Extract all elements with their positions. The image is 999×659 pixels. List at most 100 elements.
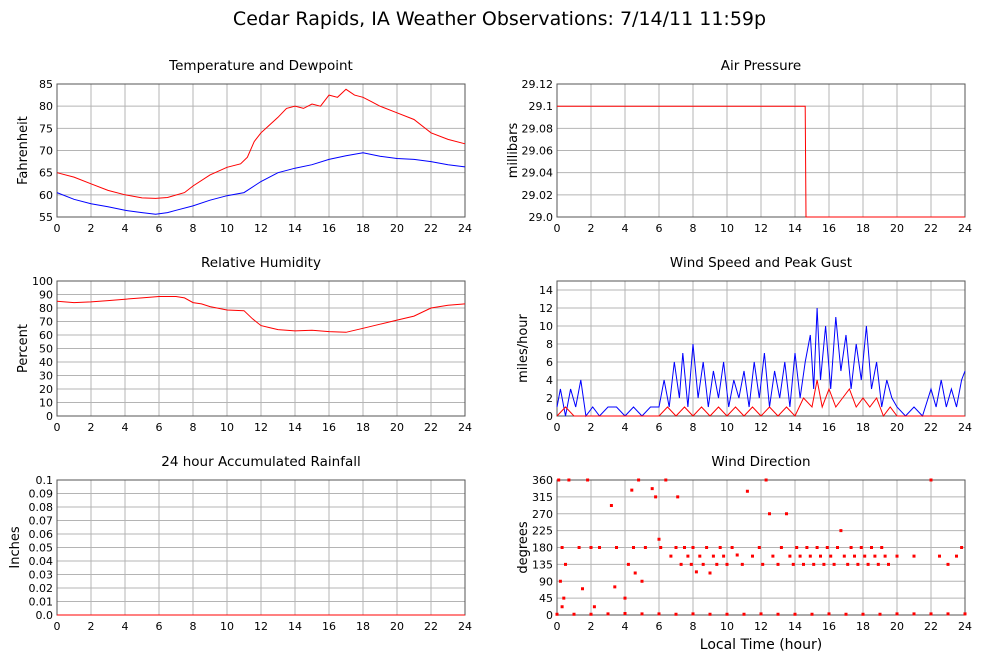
- data-point-wind_dir: [742, 612, 746, 616]
- x-tick-label-temp: 16: [322, 222, 336, 235]
- data-point-wind_dir: [718, 546, 722, 549]
- data-point-wind_dir: [785, 512, 788, 516]
- data-point-wind_dir: [558, 579, 562, 583]
- data-point-wind_dir: [771, 554, 775, 558]
- series-line-humidity-0: [56, 296, 466, 333]
- data-point-wind_dir: [751, 554, 754, 558]
- y-tick-label-pressure: 29.12: [522, 78, 554, 91]
- data-point-wind_dir: [761, 562, 765, 566]
- y-tick-label-rainfall: 0.0: [36, 609, 54, 622]
- data-point-wind_dir: [711, 554, 715, 558]
- data-point-wind_dir: [586, 478, 590, 482]
- y-tick-label-rainfall: 0.06: [29, 528, 54, 541]
- data-point-wind_dir: [788, 554, 792, 558]
- series-line-temp-1: [56, 152, 466, 215]
- x-tick-label-pressure: 16: [822, 222, 836, 235]
- data-point-wind_dir: [606, 612, 610, 616]
- y-tick-label-humidity: 80: [39, 302, 53, 315]
- y-tick-label-pressure: 29.0: [529, 211, 554, 224]
- data-point-wind_dir: [643, 546, 647, 549]
- y-tick-label-wind_dir: 360: [532, 474, 553, 487]
- y-tick-label-wind_speed: 2: [546, 392, 553, 405]
- y-tick-label-wind_speed: 10: [539, 320, 553, 333]
- data-point-wind_dir: [698, 554, 702, 558]
- x-tick-label-wind_speed: 4: [622, 421, 629, 434]
- data-point-wind_dir: [759, 612, 763, 616]
- x-tick-label-humidity: 14: [288, 421, 302, 434]
- data-point-wind_dir: [689, 562, 693, 566]
- data-point-wind_dir: [938, 554, 941, 558]
- x-tick-label-wind_dir: 18: [856, 620, 870, 633]
- y-tick-label-wind_speed: 4: [546, 374, 553, 387]
- data-point-wind_dir: [853, 554, 856, 558]
- data-point-wind_dir: [895, 612, 899, 616]
- x-tick-label-humidity: 16: [322, 421, 336, 434]
- x-tick-label-humidity: 20: [390, 421, 404, 434]
- x-tick-label-temp: 18: [356, 222, 370, 235]
- data-point-wind_dir: [883, 554, 887, 558]
- data-point-wind_dir: [793, 612, 797, 616]
- data-point-wind_dir: [819, 554, 822, 558]
- chart-title-humidity: Relative Humidity: [201, 255, 321, 271]
- y-tick-label-humidity: 20: [39, 383, 53, 396]
- y-tick-label-wind_dir: 270: [532, 508, 553, 521]
- data-point-wind_dir: [963, 612, 967, 616]
- y-tick-label-temp: 65: [39, 167, 53, 180]
- x-tick-label-temp: 12: [254, 222, 268, 235]
- y-tick-label-temp: 85: [39, 78, 53, 91]
- y-tick-label-humidity: 0: [46, 410, 53, 423]
- x-tick-label-wind_speed: 10: [720, 421, 734, 434]
- data-point-wind_dir: [861, 612, 865, 616]
- x-tick-label-wind_dir: 16: [822, 620, 836, 633]
- data-point-wind_dir: [637, 478, 641, 482]
- data-point-wind_dir: [589, 612, 593, 616]
- data-point-wind_dir: [715, 562, 719, 566]
- chart-ylabel-wind_dir: degrees: [516, 521, 531, 574]
- data-point-wind_dir: [572, 612, 576, 616]
- data-point-wind_dir: [844, 612, 848, 616]
- y-tick-label-humidity: 60: [39, 329, 53, 342]
- data-point-wind_dir: [567, 478, 571, 482]
- x-tick-label-rainfall: 18: [356, 620, 370, 633]
- chart-ylabel-wind_speed: miles/hour: [516, 313, 531, 382]
- y-tick-label-pressure: 29.1: [529, 100, 554, 113]
- y-tick-label-pressure: 29.08: [522, 122, 554, 135]
- data-point-wind_dir: [791, 562, 795, 566]
- y-tick-label-temp: 70: [39, 145, 53, 158]
- y-tick-label-pressure: 29.02: [522, 189, 554, 202]
- data-point-wind_dir: [876, 562, 880, 566]
- x-tick-label-wind_speed: 14: [788, 421, 802, 434]
- data-point-wind_dir: [626, 562, 630, 566]
- data-point-wind_dir: [613, 585, 617, 589]
- y-tick-label-wind_speed: 8: [546, 338, 553, 351]
- data-point-wind_dir: [708, 612, 712, 616]
- data-point-wind_dir: [669, 554, 673, 558]
- x-tick-label-wind_dir: 6: [656, 620, 663, 633]
- x-tick-label-wind_speed: 18: [856, 421, 870, 434]
- y-tick-label-pressure: 29.06: [522, 145, 554, 158]
- chart-ylabel-temp: Fahrenheit: [16, 116, 31, 185]
- data-point-wind_dir: [674, 612, 678, 616]
- data-point-wind_dir: [856, 562, 860, 566]
- x-tick-label-rainfall: 8: [190, 620, 197, 633]
- y-tick-label-temp: 55: [39, 211, 53, 224]
- y-tick-label-wind_dir: 225: [532, 525, 553, 538]
- y-tick-label-rainfall: 0.09: [29, 488, 54, 501]
- data-point-wind_dir: [776, 562, 780, 566]
- y-tick-label-humidity: 100: [32, 275, 53, 288]
- x-tick-label-pressure: 8: [690, 222, 697, 235]
- x-tick-label-pressure: 10: [720, 222, 734, 235]
- x-tick-label-wind_speed: 0: [554, 421, 561, 434]
- series-line-pressure-0: [557, 105, 965, 218]
- data-point-wind_dir: [946, 562, 950, 566]
- data-point-wind_dir: [623, 596, 627, 600]
- chart-xlabel-wind_dir: Local Time (hour): [700, 637, 822, 653]
- x-tick-label-wind_speed: 6: [656, 421, 663, 434]
- data-point-wind_dir: [863, 554, 867, 558]
- x-tick-label-pressure: 4: [622, 222, 629, 235]
- x-tick-label-wind_speed: 8: [690, 421, 697, 434]
- chart-title-wind_speed: Wind Speed and Peak Gust: [670, 255, 852, 271]
- y-tick-label-rainfall: 0.05: [29, 542, 54, 555]
- data-point-wind_dir: [657, 537, 661, 541]
- x-tick-label-pressure: 12: [754, 222, 768, 235]
